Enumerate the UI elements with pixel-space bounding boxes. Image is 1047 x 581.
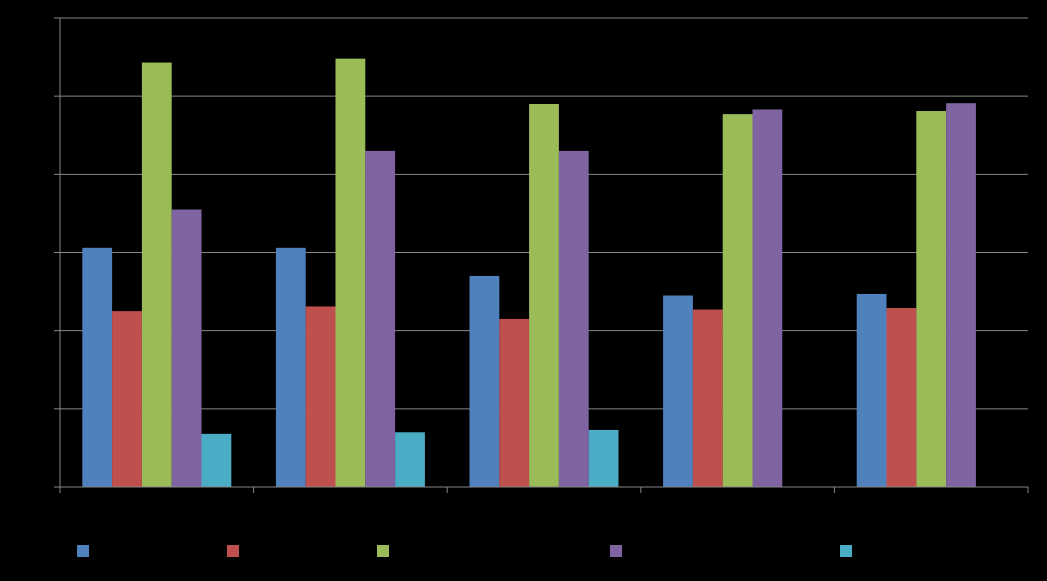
bar-series-4-category-2 [365, 150, 396, 487]
bar-series-3-category-1 [141, 62, 172, 488]
bar-series-1-category-3 [469, 275, 500, 487]
bar-series-1-category-2 [275, 247, 306, 487]
bar-series-2-category-1 [112, 311, 142, 487]
bar-series-3-category-5 [916, 111, 947, 487]
axes [54, 17, 1029, 493]
bar-series-5-category-2 [395, 432, 425, 487]
bar-series-1-category-4 [663, 295, 693, 487]
legend-swatch-series-3 [377, 545, 389, 557]
bar-series-2-category-5 [886, 307, 917, 487]
bar-series-2-category-3 [499, 318, 530, 487]
bar-series-4-category-4 [752, 109, 783, 487]
legend-swatch-series-4 [610, 545, 622, 557]
bar-series-1-category-1 [82, 247, 113, 487]
legend-swatch-series-5 [840, 545, 852, 557]
bar-series-1-category-5 [856, 293, 887, 487]
bar-series-2-category-2 [305, 306, 336, 487]
bar-series-3-category-4 [722, 114, 753, 488]
bar-series-2-category-4 [692, 309, 723, 487]
legend [77, 545, 852, 557]
bar-series-3-category-3 [529, 103, 559, 487]
bar-series-4-category-5 [946, 103, 976, 488]
bars [82, 58, 976, 488]
bar-series-3-category-2 [335, 58, 366, 487]
bar-series-5-category-1 [201, 433, 232, 487]
bar-series-5-category-3 [588, 429, 619, 487]
legend-swatch-series-1 [77, 545, 89, 557]
bar-series-4-category-3 [558, 150, 589, 487]
bar-series-4-category-1 [171, 209, 202, 487]
legend-swatch-series-2 [227, 545, 239, 557]
